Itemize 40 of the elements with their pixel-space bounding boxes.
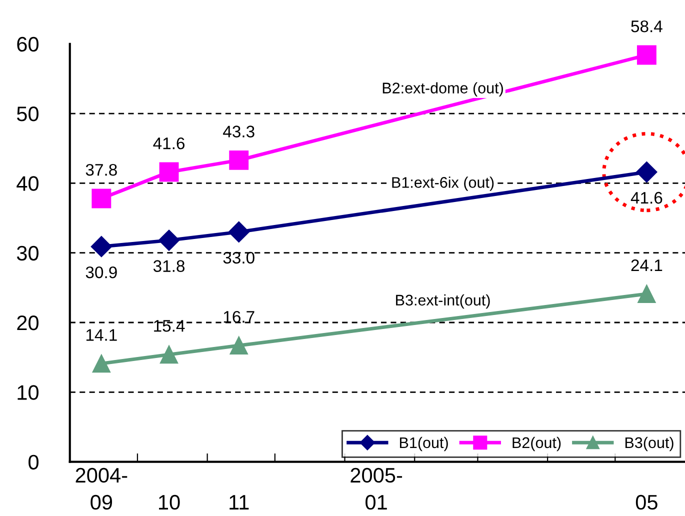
point [636,45,656,65]
data-label: 41.6 [630,192,662,204]
annotation: B1:ext-6ix (out) [392,176,494,191]
point [159,162,179,182]
point [160,346,178,364]
y-tick-label: 50 [16,106,38,122]
data-label: 15.4 [154,320,185,332]
data-label: 14.1 [86,329,117,341]
x-tick-label: 2004- 09 [76,468,128,510]
y-tick-label: 60 [17,36,38,52]
point [158,230,180,251]
point [92,188,112,208]
x-tick-label: 2005- 01 [350,468,402,510]
data-label: 58.4 [631,20,662,32]
point [230,336,248,355]
y-tick-label: 10 [18,385,38,400]
data-label: 24.1 [631,259,662,272]
legend-label: B1(out) [400,436,448,452]
data-label: 30.9 [86,266,117,278]
y-tick-label: 40 [16,176,38,191]
annotation: B2:ext-dome (out) [382,82,503,96]
data-label: 43.3 [223,126,254,138]
point [638,284,656,303]
x-tick-label: 11 [230,495,249,510]
data-label: 41.6 [153,137,184,150]
annotation: B3:ext-int(out) [396,294,490,309]
point [92,354,110,373]
data-label: 16.7 [224,310,254,323]
y-tick-label: 0 [28,454,38,470]
y-tick-label: 30 [16,246,38,261]
x-tick-label: 05 [636,494,658,510]
legend-label: B2(out) [512,436,561,452]
point [90,236,112,258]
legend-label: B3(out) [625,436,674,452]
data-label: 31.8 [153,260,185,272]
data-label: 37.8 [86,164,117,176]
x-tick-label: 10 [159,494,180,510]
point [228,221,250,242]
point [229,150,249,170]
y-tick-label: 20 [17,316,38,330]
